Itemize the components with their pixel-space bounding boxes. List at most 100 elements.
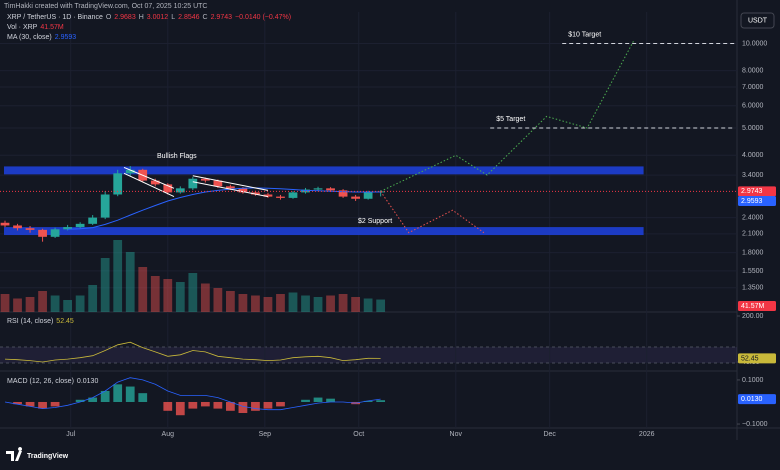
- legend-row: MA (30, close) 2.9593: [7, 34, 76, 41]
- annotation: Bullish Flags: [157, 153, 197, 160]
- volume-bar: [25, 297, 35, 312]
- x-tick-label: Dec: [543, 431, 556, 438]
- y-tick-label: 5.0000: [742, 125, 764, 132]
- legend-row: XRP / TetherUS · 1D · Binance O 2.9683 H 3.0…: [7, 14, 291, 21]
- volume-bar: [88, 285, 98, 312]
- candle-body: [213, 180, 223, 187]
- macd-histogram: [88, 397, 98, 402]
- volume-bar: [138, 267, 148, 312]
- volume-bar: [125, 252, 135, 312]
- volume-bar: [226, 291, 235, 312]
- legend-row: Vol · XRP 41.57M: [7, 24, 64, 31]
- ohlc-value: 2.8546: [178, 14, 200, 21]
- volume-bar: [38, 291, 47, 312]
- logo-icon: [6, 447, 23, 461]
- volume-bar: [376, 299, 386, 312]
- macd-histogram: [226, 401, 235, 411]
- ohlc-label: C: [203, 14, 208, 21]
- x-tick-label: Nov: [450, 431, 463, 438]
- candle-body: [188, 178, 198, 189]
- macd-histogram: [376, 400, 386, 402]
- candle-body: [276, 196, 285, 198]
- volume-bar: [213, 288, 223, 312]
- macd-histogram: [263, 401, 273, 409]
- candle-body: [263, 194, 273, 197]
- candle-body: [351, 196, 360, 199]
- candle-body: [150, 180, 160, 185]
- candle-body: [125, 169, 135, 174]
- target-label: $5 Target: [496, 116, 525, 123]
- macd-histogram: [50, 401, 60, 407]
- candle-body: [301, 189, 310, 193]
- flag-line: [123, 166, 175, 189]
- volume-label: 41.57M: [741, 303, 765, 310]
- macd-histogram: [326, 398, 335, 402]
- indicator-name: Vol · XRP: [7, 24, 38, 31]
- ohlc-value: 2.9683: [114, 14, 136, 21]
- change: −0.0140 (−0.47%): [235, 14, 291, 21]
- annotation: $2 Support: [358, 218, 392, 225]
- rsi-label-box: [738, 353, 776, 364]
- candle-body: [326, 188, 335, 191]
- y-tick-label: 10.0000: [742, 40, 767, 47]
- projection-line: [380, 191, 485, 234]
- candle-body: [50, 229, 60, 237]
- candle-body: [175, 188, 185, 193]
- zone: [4, 166, 644, 175]
- volume-bar: [363, 298, 373, 312]
- volume-bar: [100, 258, 110, 312]
- volume-bar: [251, 295, 260, 312]
- ohlc-label: L: [171, 14, 175, 21]
- y-tick-label: 1.8000: [742, 250, 764, 257]
- macd-histogram: [313, 397, 323, 402]
- candle-body: [63, 227, 72, 230]
- y-tick-label: 1.3500: [742, 285, 764, 292]
- x-tick-label: Oct: [353, 431, 364, 438]
- volume-bar: [200, 283, 210, 312]
- candle-body: [288, 192, 298, 198]
- candle-body: [100, 194, 110, 218]
- rsi-label: 52.45: [741, 355, 759, 362]
- candle-body: [226, 186, 235, 189]
- ohlc-value: 2.9743: [211, 14, 233, 21]
- indicator-value: 41.57M: [40, 24, 64, 31]
- logo-text: TradingView: [27, 453, 69, 460]
- credit: TimHakki created with TradingView.com, O…: [4, 3, 207, 10]
- flag-line: [192, 181, 269, 198]
- y-tick-label: 4.0000: [742, 152, 764, 159]
- candle-body: [88, 217, 98, 224]
- volume-bar: [75, 295, 85, 312]
- volume-bar: [351, 297, 360, 312]
- x-tick-label: Aug: [162, 431, 175, 438]
- candle-body: [0, 222, 10, 226]
- x-tick-label: Sep: [259, 431, 272, 438]
- volume-bar: [238, 294, 248, 312]
- macd-histogram: [25, 401, 35, 407]
- symbol: XRP / TetherUS · 1D · Binance: [7, 14, 103, 21]
- macd-histogram: [75, 399, 85, 402]
- target-label: $10 Target: [568, 31, 601, 38]
- macd-label-box: [738, 394, 776, 405]
- macd-line: [4, 377, 381, 411]
- candle-body: [313, 188, 323, 190]
- y-tick-label: 3.4000: [742, 172, 764, 179]
- currency-label[interactable]: USDT: [748, 17, 768, 24]
- macd-histogram: [13, 401, 22, 405]
- zone: [4, 227, 644, 236]
- legend-row: MACD (12, 26, close) 0.0130: [7, 378, 98, 385]
- y-tick-label: 7.0000: [742, 84, 764, 91]
- flag-line: [192, 175, 269, 191]
- ma-line: [67, 187, 381, 230]
- indicator-value: 0.0130: [77, 378, 99, 385]
- x-tick-label: 2026: [639, 431, 655, 438]
- volume-bar: [263, 297, 273, 312]
- macd-histogram: [213, 401, 223, 409]
- currency-button[interactable]: [740, 12, 775, 29]
- ohlc-value: 3.0012: [147, 14, 169, 21]
- volume-bar: [301, 295, 310, 312]
- candle-body: [13, 225, 22, 229]
- rsi-band: [0, 347, 737, 363]
- volume-bar: [276, 294, 285, 312]
- y-tick-label: 2.4000: [742, 214, 764, 221]
